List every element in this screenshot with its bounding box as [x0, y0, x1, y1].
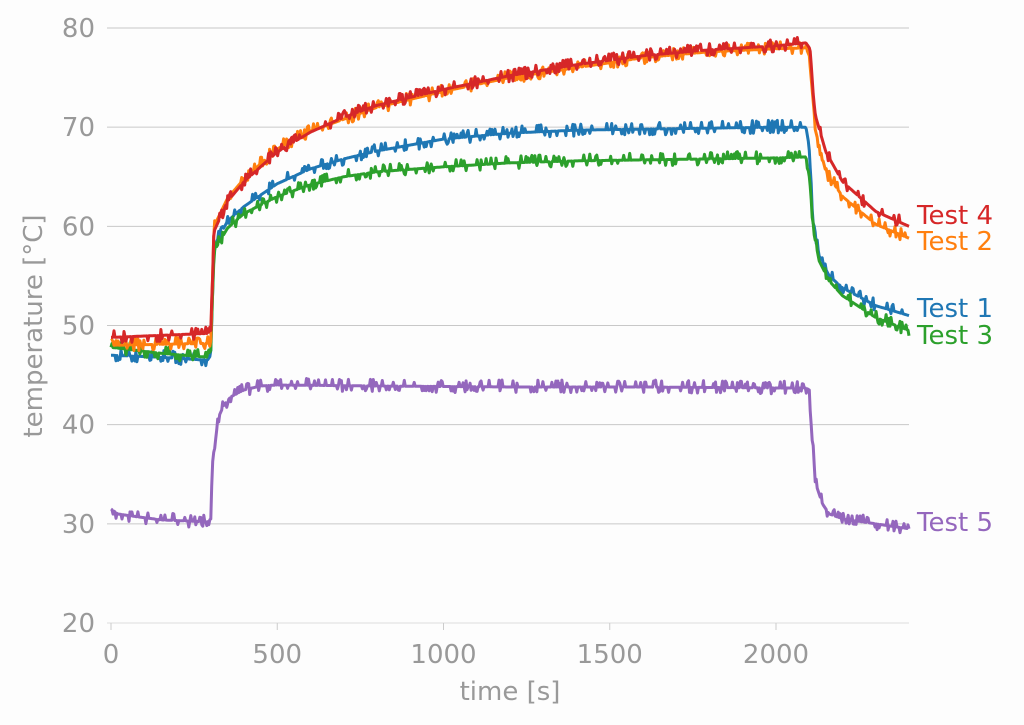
series-line-test-4	[110, 36, 910, 344]
x-tick-label: 1000	[410, 640, 476, 670]
x-tick-label: 500	[252, 640, 302, 670]
series-label-test-2: Test 2	[916, 227, 993, 257]
y-tick-label: 80	[62, 14, 95, 44]
axis-ticks: 20 30 40 50 60 70 80 0 500 1000 1500 2000	[62, 14, 809, 670]
series-label-test-3: Test 3	[916, 321, 993, 351]
y-tick-label: 40	[62, 411, 95, 441]
series-label-test-5: Test 5	[916, 508, 993, 538]
gridlines	[107, 27, 909, 624]
x-tick-label: 2000	[743, 640, 809, 670]
y-tick-label: 30	[62, 510, 95, 540]
series-line-test-5	[110, 377, 911, 535]
series-label-test-1: Test 1	[916, 294, 993, 324]
x-tick-label: 0	[103, 640, 120, 670]
x-tick-label: 1500	[577, 640, 643, 670]
y-tick-label: 60	[62, 212, 95, 242]
y-axis-label: temperature [°C]	[19, 214, 49, 437]
series-line-test-3	[109, 150, 911, 363]
series-label-test-4: Test 4	[916, 201, 993, 231]
x-axis-label: time [s]	[460, 677, 561, 707]
series-line-test-1	[110, 118, 910, 368]
y-tick-label: 20	[62, 609, 95, 639]
y-tick-label: 50	[62, 312, 95, 342]
y-tick-label: 70	[62, 113, 95, 143]
series-lines	[109, 36, 911, 535]
